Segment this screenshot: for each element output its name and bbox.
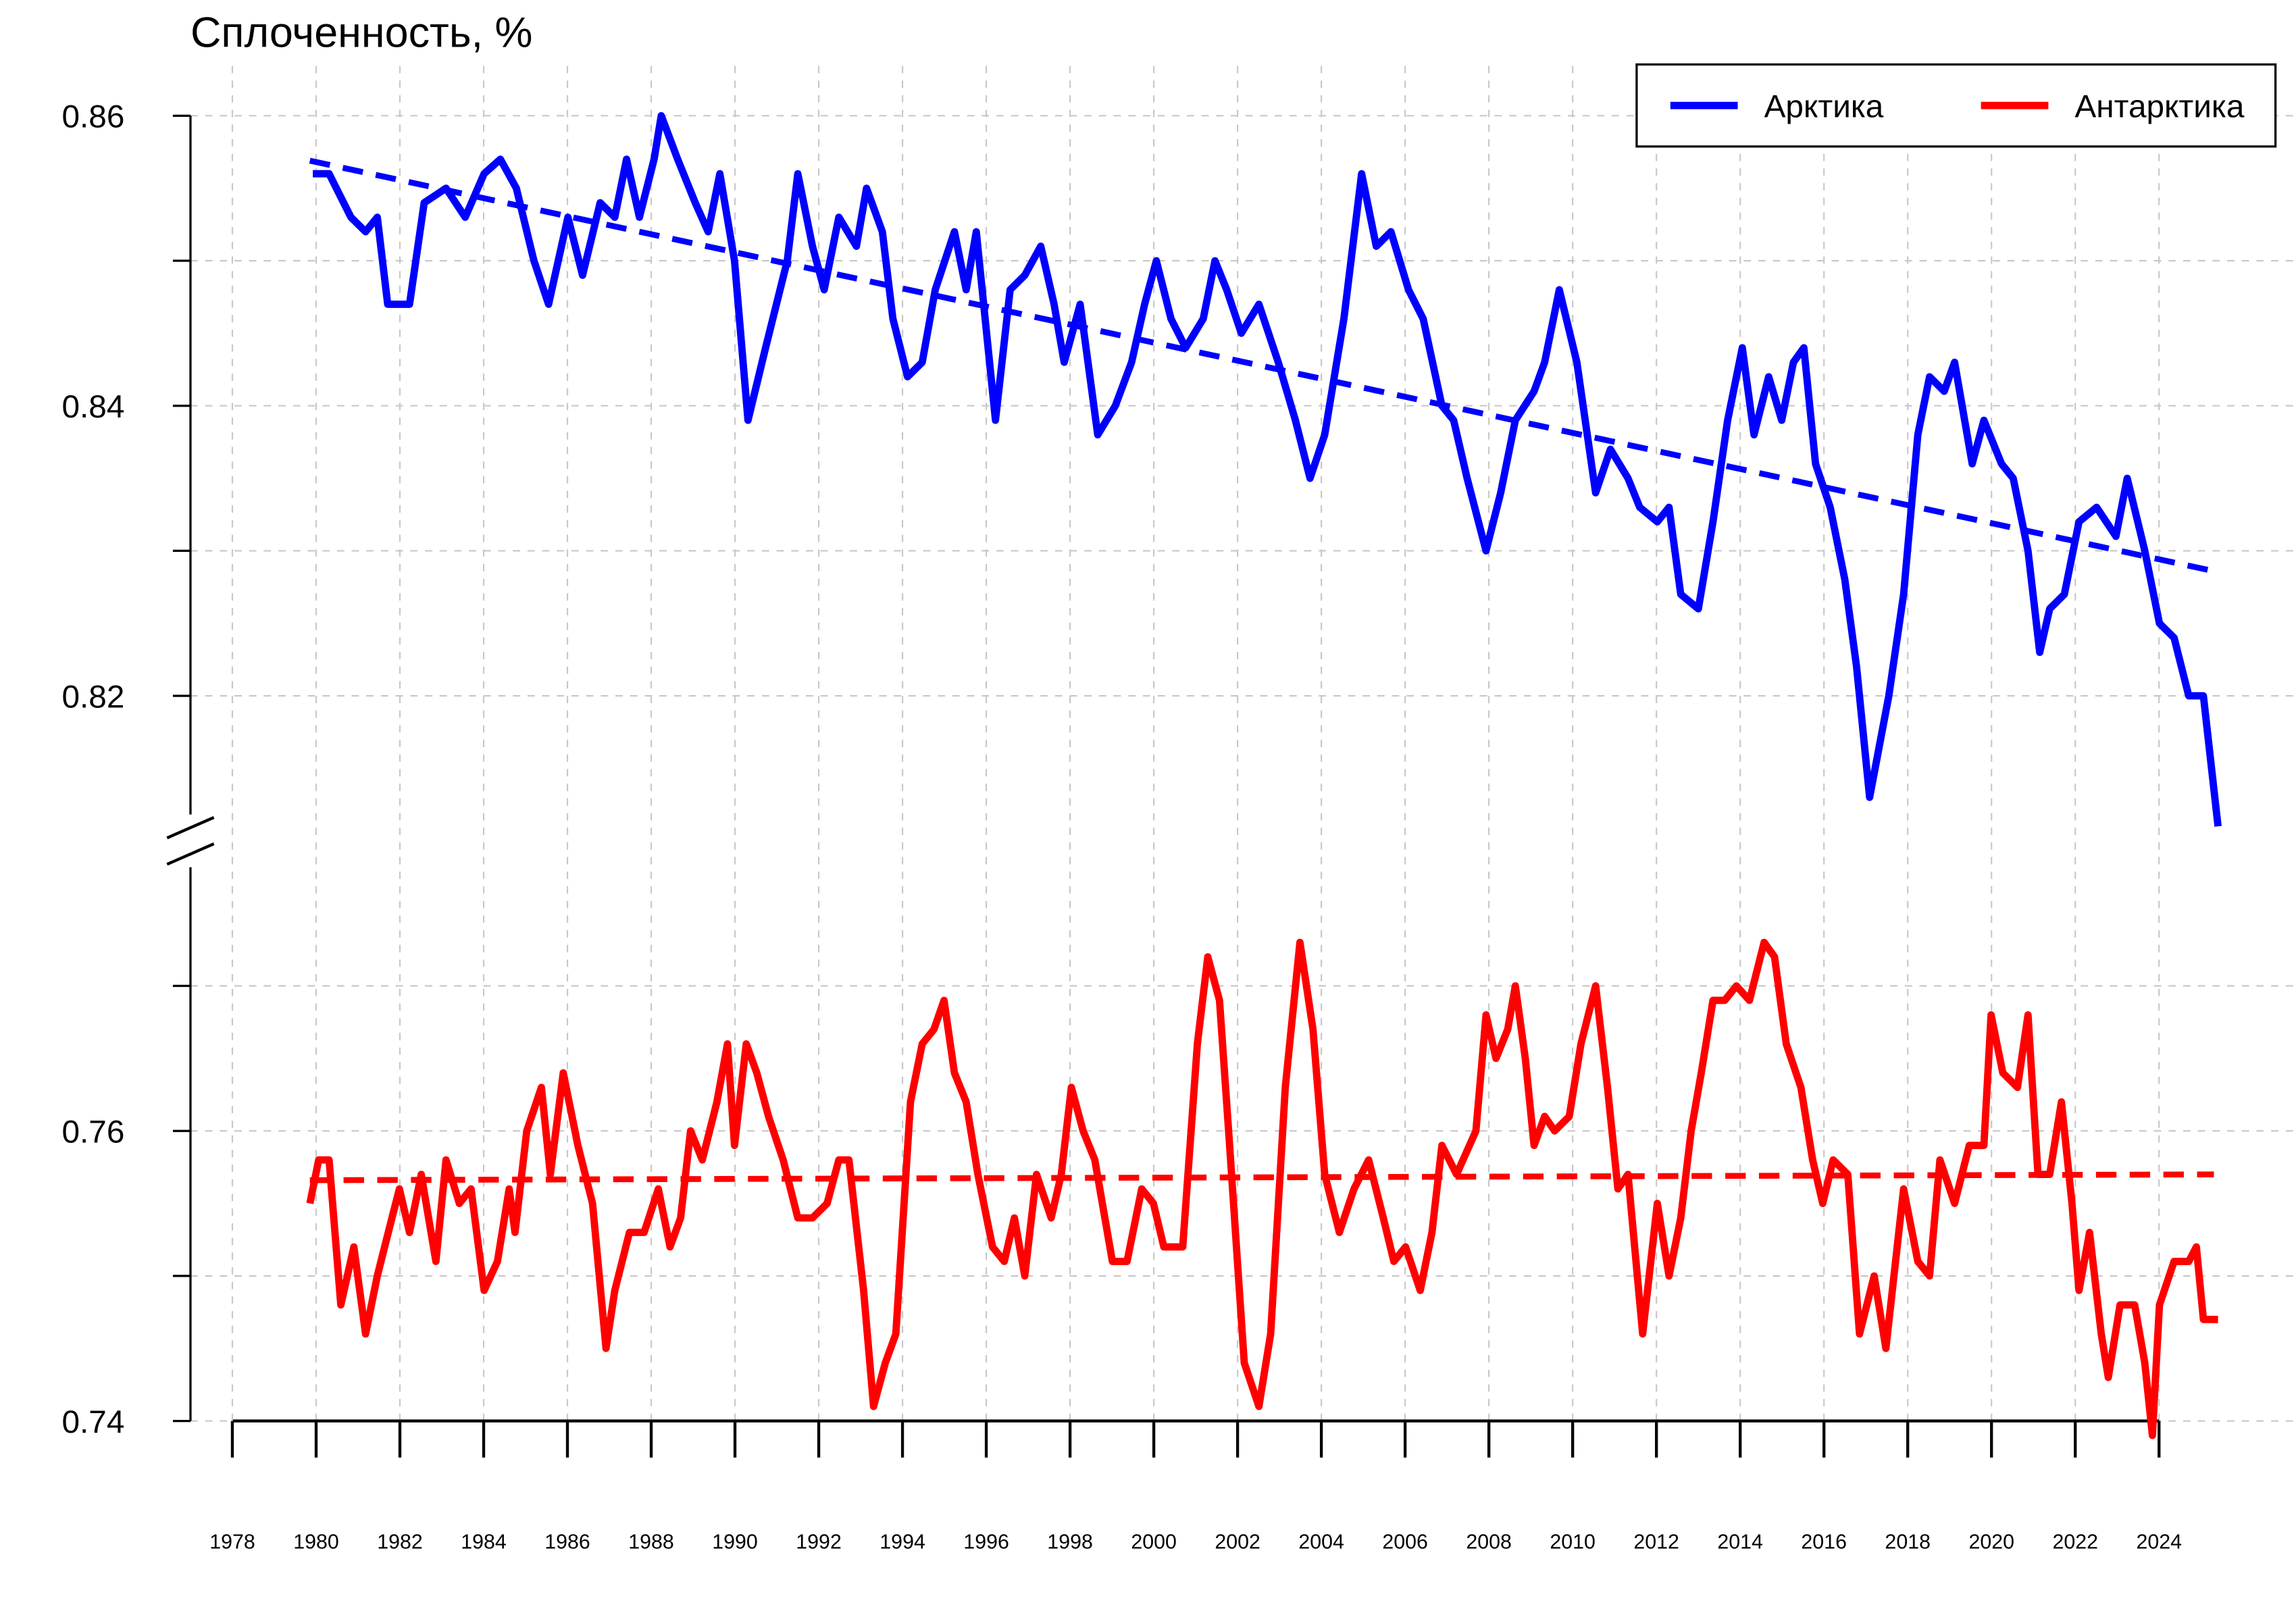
x-tick-label: 1994 [879,1531,925,1553]
x-tick-label: 1986 [544,1531,590,1553]
x-tick-label: 2002 [1215,1531,1260,1553]
x-tick-label: 1992 [796,1531,842,1553]
x-tick-label: 2006 [1382,1531,1428,1553]
chart-title: Сплоченность, % [190,9,532,56]
x-tick-label: 2008 [1466,1531,1512,1553]
y-tick-label: 0.84 [62,389,125,425]
x-tick-label: 2018 [1885,1531,1931,1553]
x-tick-label: 2014 [1717,1531,1763,1553]
y-tick-label: 0.76 [62,1115,125,1150]
series-line [306,938,2218,1439]
x-tick-label: 1982 [377,1531,423,1553]
x-tick-label: 1980 [293,1531,339,1553]
x-tick-label: 1996 [963,1531,1009,1553]
legend: Арктика Антарктика [1635,63,2277,148]
axis-break [166,842,215,866]
x-tick-label: 2022 [2052,1531,2098,1553]
x-tick-label: 1998 [1047,1531,1093,1553]
x-tick-label: 2004 [1298,1531,1344,1553]
x-tick-label: 2020 [1968,1531,2014,1553]
x-tick-label: 2016 [1801,1531,1847,1553]
x-tick-label: 2024 [2136,1531,2182,1553]
trend-line [309,1171,2214,1183]
x-tick-label: 1984 [461,1531,507,1553]
y-tick-label: 0.74 [62,1404,125,1440]
x-tick-label: 2012 [1633,1531,1679,1553]
x-tick-label: 1990 [712,1531,758,1553]
legend-box [1635,63,2277,148]
y-tick-label: 0.82 [62,679,125,715]
trend-line [309,157,2215,574]
series-line [313,111,2222,827]
y-tick-label: 0.86 [62,99,125,135]
legend-label: Антарктика [2074,88,2244,124]
x-tick-label: 2000 [1131,1531,1177,1553]
x-tick-label: 1988 [628,1531,674,1553]
x-tick-label: 1978 [209,1531,255,1553]
legend-label: Арктика [1764,88,1884,124]
axis-break [166,816,215,840]
x-tick-label: 2010 [1550,1531,1596,1553]
